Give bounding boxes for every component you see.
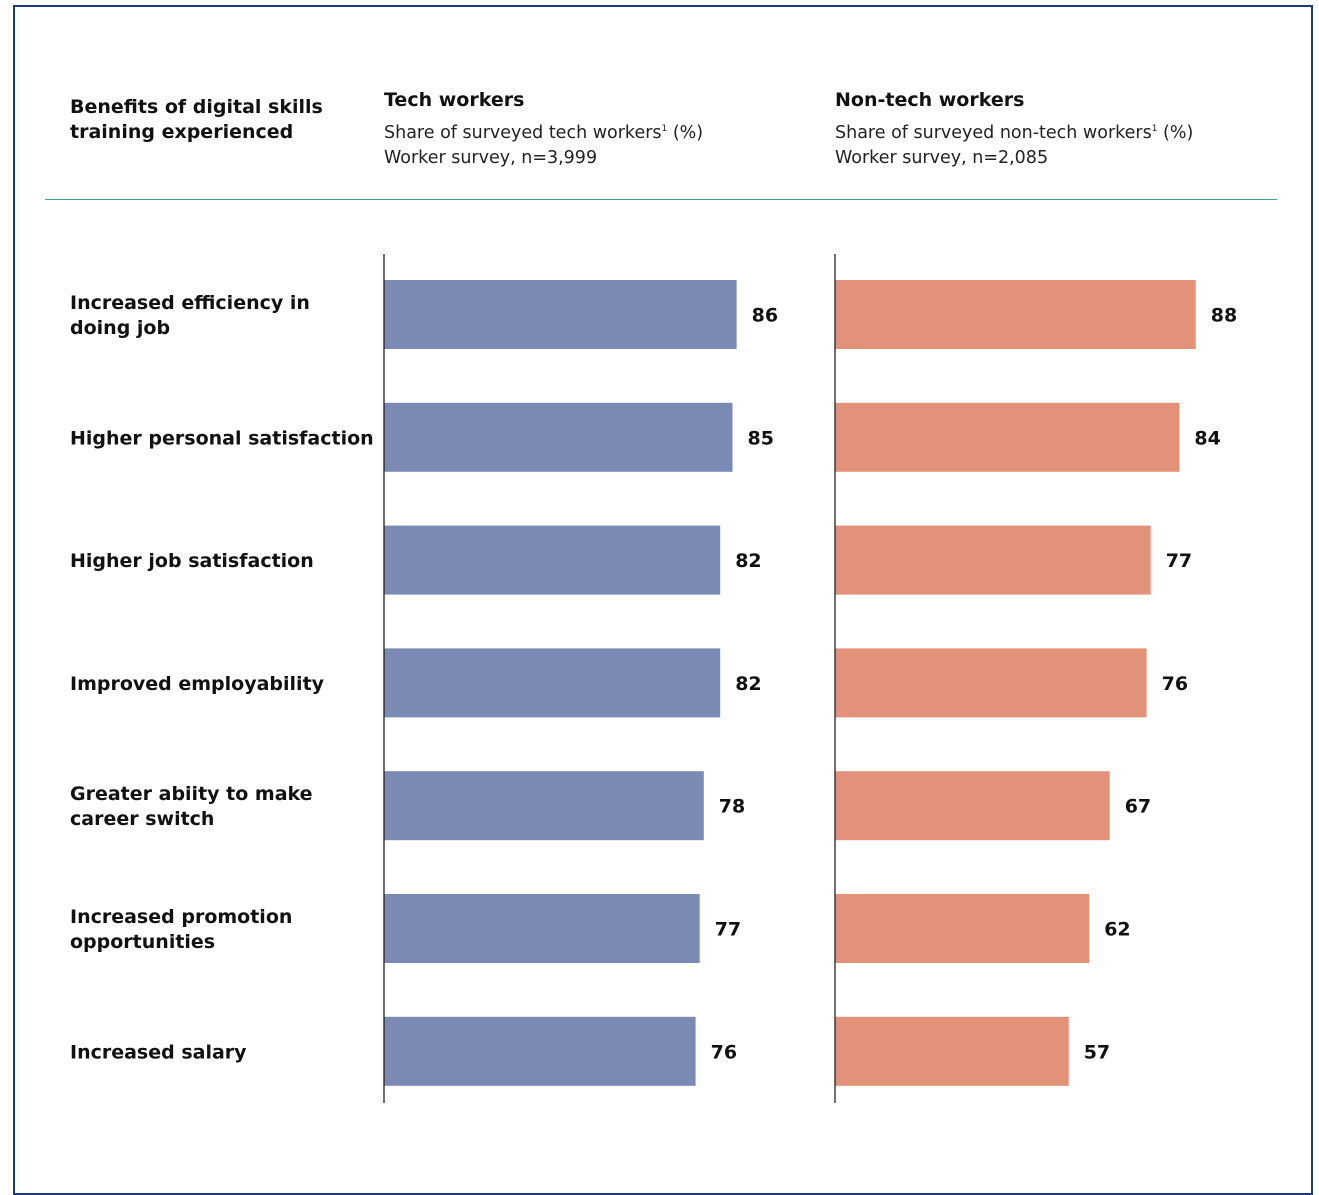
nontech-value-label: 62 [1104,919,1130,941]
tech-bar [384,648,721,718]
tech-value-label: 85 [748,427,774,449]
nontech-bar [835,771,1110,841]
category-label-line: career switch [70,808,214,830]
nontech-panel-header: Non-tech workers Share of surveyed non-t… [835,88,1193,171]
nontech-footnote-marker: 1 [1151,124,1158,135]
nontech-subtitle-text: Share of surveyed non-tech workers [835,123,1152,143]
category-label-line: Increased salary [70,1041,247,1063]
tech-value-label: 78 [719,796,745,818]
tech-value-label: 86 [752,305,778,327]
tech-panel-survey: Worker survey, n=3,999 [384,148,598,168]
nontech-value-label: 77 [1166,550,1192,572]
tech-bar [384,894,700,963]
nontech-value-label: 76 [1162,673,1188,695]
category-label: Improved employability [70,673,325,695]
tech-panel-header: Tech workers Share of surveyed tech work… [384,88,703,171]
category-label-line: Higher job satisfaction [70,550,314,572]
tech-footnote-marker: 1 [661,124,668,135]
category-column-title: Benefits of digital skills training expe… [70,96,323,143]
nontech-bar [835,648,1147,718]
nontech-panel-survey: Worker survey, n=2,085 [835,148,1049,168]
nontech-bar [835,1016,1069,1086]
category-label-line: Increased efficiency in [70,292,310,314]
tech-panel-title: Tech workers [384,89,525,111]
nontech-bar [835,402,1180,472]
nontech-bar [835,280,1196,349]
category-label-line: opportunities [70,931,215,953]
tech-value-label: 82 [735,550,761,572]
category-label-line: Improved employability [70,673,325,695]
nontech-value-label: 67 [1125,796,1151,818]
tech-value-label: 76 [711,1041,737,1063]
header-divider [45,199,1277,200]
category-label: Increased efficiency in doing job [70,292,310,339]
category-label: Increased promotion opportunities [70,906,292,953]
category-label: Higher job satisfaction [70,550,314,572]
category-label: Increased salary [70,1041,247,1063]
nontech-panel-subtitle: Share of surveyed non-tech workers1 (%) [835,121,1193,146]
tech-subtitle-text: Share of surveyed tech workers [384,123,662,143]
tech-value-label: 77 [715,919,741,941]
tech-subtitle-unit: (%) [667,123,704,143]
tech-panel-subtitle: Share of surveyed tech workers1 (%) [384,121,703,146]
nontech-value-label: 84 [1194,427,1220,449]
category-label-line: Greater abiity to make [70,783,313,805]
tech-value-label: 82 [735,673,761,695]
chart-frame [13,5,1313,1195]
tech-bar [384,280,737,349]
category-label-line: doing job [70,317,170,339]
category-label: Higher personal satisfaction [70,427,374,449]
nontech-bar [835,525,1151,595]
category-label-line: Higher personal satisfaction [70,427,374,449]
tech-bar [384,525,721,595]
nontech-value-label: 57 [1084,1041,1110,1063]
nontech-panel-title: Non-tech workers [835,89,1025,111]
tech-bar [384,402,733,472]
nontech-value-label: 88 [1211,305,1237,327]
nontech-bar [835,894,1090,963]
category-label-line: Increased promotion [70,906,292,928]
tech-bar [384,771,704,841]
nontech-subtitle-unit: (%) [1157,123,1194,143]
tech-bar [384,1016,696,1086]
category-label: Greater abiity to make career switch [70,783,313,830]
